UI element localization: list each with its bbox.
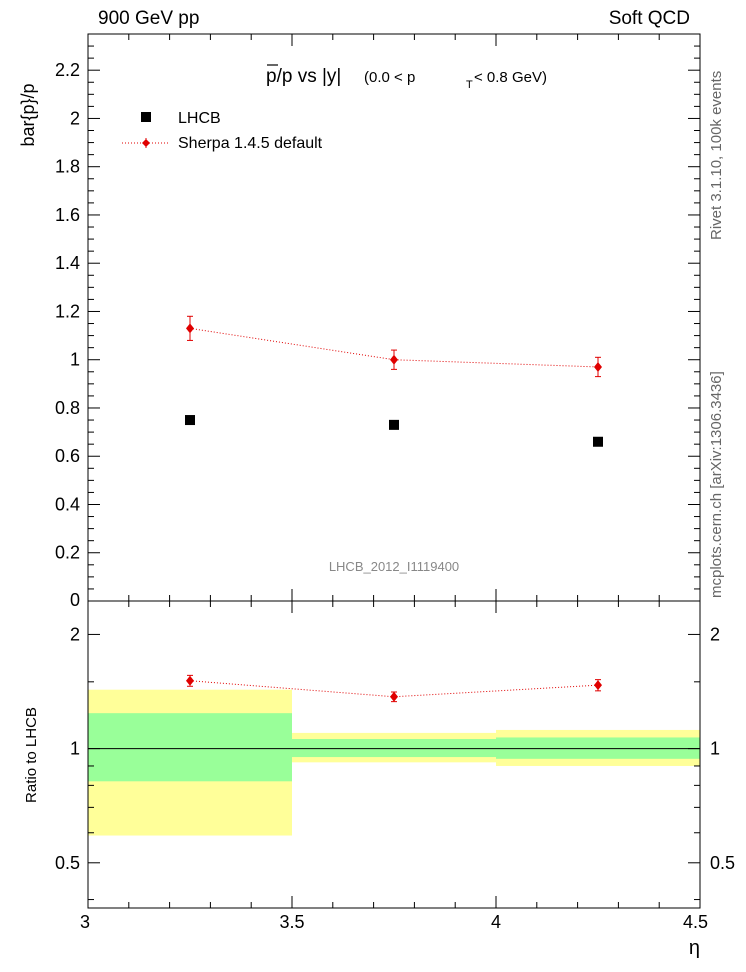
ratio-point (594, 680, 602, 691)
ratio-y-tick-label-right: 2 (710, 624, 720, 644)
main-y-tick-label: 1.8 (55, 157, 80, 177)
analysis-id-label: LHCB_2012_I1119400 (329, 559, 459, 574)
main-y-tick-label: 0.6 (55, 446, 80, 466)
ratio-y-tick-label: 1 (70, 739, 80, 759)
ratio-x-tick-label: 3 (80, 912, 90, 932)
ratio-band-inner (88, 713, 292, 782)
main-y-tick-label: 0.4 (55, 494, 80, 514)
main-y-tick-label: 1.6 (55, 205, 80, 225)
main-y-tick-label: 0.8 (55, 398, 80, 418)
chart-title-main: p/p vs |y| (266, 66, 341, 87)
ratio-x-tick-label: 4 (491, 912, 501, 932)
ratio-x-axis-label: η (689, 937, 700, 959)
legend-marker-lhcb (141, 112, 151, 122)
lhcb-point (185, 415, 195, 426)
ratio-plot-frame (87, 600, 701, 909)
lhcb-point (593, 436, 603, 447)
ratio-point (390, 691, 398, 702)
sherpa-point (594, 361, 602, 372)
main-y-tick-label: 2 (70, 108, 80, 128)
chart-title: p/p vs |y| (0.0 < p T < 0.8 GeV) (266, 64, 547, 91)
ratio-x-tick-label: 4.5 (683, 912, 708, 932)
main-y-tick-label: 1.4 (55, 253, 80, 273)
main-y-tick-label: 0.2 (55, 543, 80, 563)
main-y-axis-label: bar{p}/p (18, 83, 38, 146)
ratio-y-tick-label: 2 (70, 624, 80, 644)
ratio-x-tick-label: 3.5 (279, 912, 304, 932)
legend-marker-sherpa (142, 139, 150, 147)
ratio-y-axis-label: Ratio to LHCB (23, 707, 40, 803)
sherpa-point (186, 323, 194, 334)
lhcb-point (389, 419, 399, 430)
chart-title-cond-rest: < 0.8 GeV) (474, 69, 547, 86)
ratio-band-inner (292, 739, 496, 758)
ratio-y-tick-label: 0.5 (55, 853, 80, 873)
ratio-point (186, 675, 194, 686)
main-y-tick-label: 1.2 (55, 301, 80, 321)
main-y-tick-label: 0 (70, 590, 80, 610)
legend-label-lhcb: LHCB (178, 110, 221, 127)
header-process-label: Soft QCD (608, 8, 690, 29)
header-collision-label: 900 GeV pp (98, 8, 200, 29)
chart-title-cond-sub: T (466, 79, 473, 91)
main-y-tick-label: 2.2 (55, 60, 80, 80)
sherpa-point (390, 354, 398, 365)
ratio-y-tick-label-right: 1 (710, 739, 720, 759)
legend-label-sherpa: Sherpa 1.4.5 default (178, 135, 323, 152)
sherpa-series-line (189, 327, 599, 368)
main-y-tick-label: 1 (70, 350, 80, 370)
chart-title-cond: (0.0 < p (364, 69, 415, 86)
ratio-y-tick-label-right: 0.5 (710, 853, 735, 873)
